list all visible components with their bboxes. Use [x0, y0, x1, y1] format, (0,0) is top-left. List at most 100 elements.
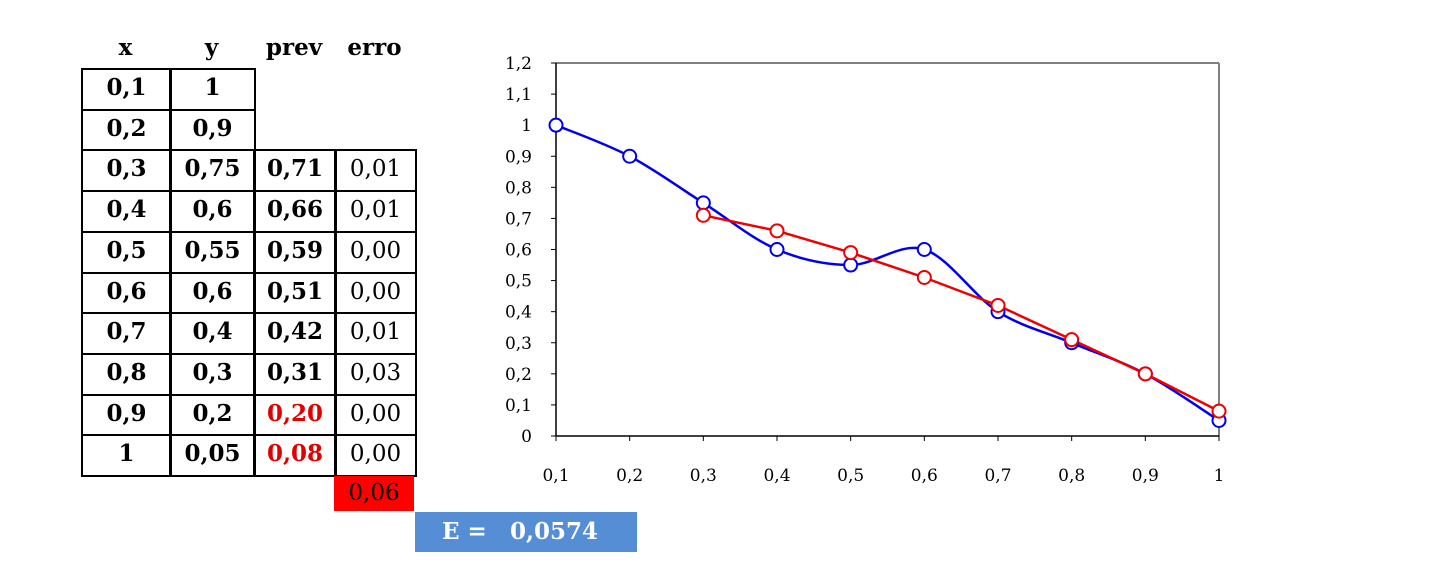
cell-prev: 0,42 — [253, 312, 337, 355]
cell-prev: 0,66 — [253, 190, 337, 233]
cell-prev: 0,51 — [253, 272, 337, 314]
y-tick-label: 0,8 — [505, 178, 532, 198]
series-0-point — [843, 257, 859, 273]
x-tick-label: 0,2 — [616, 466, 643, 486]
series-1-point — [843, 245, 859, 261]
series-1-point — [769, 223, 785, 239]
y-tick-label: 0,1 — [505, 396, 532, 416]
cell-prev-value: 0,42 — [266, 318, 324, 345]
cell-erro-value: 0,00 — [349, 238, 402, 264]
y-tick-label: 1,2 — [505, 54, 532, 74]
cell-prev-value: 0,31 — [266, 359, 324, 386]
series-0-line — [555, 124, 1220, 422]
cell-erro-value: 0,03 — [349, 360, 402, 386]
cell-x: 0,8 — [81, 353, 172, 396]
series-1-point — [1064, 332, 1080, 348]
cell-prev-value: 0,20 — [266, 400, 324, 427]
cell-prev: 0,20 — [253, 394, 337, 436]
result-label: E = — [442, 518, 487, 545]
series-1-point — [916, 269, 932, 285]
series-0-point — [695, 195, 711, 211]
cell-y: 0,3 — [169, 353, 256, 396]
cell-prev-value: 0,59 — [266, 237, 324, 264]
cell-x-value: 1 — [118, 440, 135, 467]
cell-erro-value: 0,01 — [349, 319, 402, 345]
cell-y: 0,4 — [169, 312, 256, 355]
x-tick-label: 0,9 — [1132, 466, 1159, 486]
series-1-point — [1211, 403, 1227, 419]
cell-y: 0,05 — [169, 434, 256, 477]
series-0-point — [548, 117, 564, 133]
cell-x: 0,4 — [81, 190, 172, 233]
column-header-y: y — [204, 34, 219, 61]
y-tick-label: 0,9 — [505, 147, 532, 167]
x-tick-label: 0,6 — [911, 466, 938, 486]
y-tick-label: 0,2 — [505, 365, 532, 385]
cell-x: 0,5 — [81, 231, 172, 274]
cell-y: 0,6 — [169, 190, 256, 233]
cell-y: 0,9 — [169, 109, 256, 151]
cell-erro: 0,00 — [334, 272, 417, 314]
cell-erro: 0,03 — [334, 353, 417, 396]
cell-x: 0,9 — [81, 394, 172, 436]
cell-erro: 0,00 — [334, 394, 417, 436]
cell-x-value: 0,1 — [106, 74, 147, 101]
series-1-point — [695, 207, 711, 223]
cell-x-value: 0,6 — [106, 278, 147, 305]
cell-x: 0,6 — [81, 272, 172, 314]
cell-prev-value: 0,71 — [266, 155, 324, 182]
cell-x-value: 0,9 — [106, 400, 147, 427]
cell-erro-value: 0,01 — [349, 156, 402, 182]
y-tick-label: 1 — [521, 116, 532, 136]
column-header-prev: prev — [265, 34, 323, 61]
result-value: 0,0574 — [510, 518, 599, 545]
column-header-x: x — [118, 34, 133, 61]
cell-y: 0,6 — [169, 272, 256, 314]
cell-y-value: 0,55 — [184, 237, 241, 264]
cell-y: 1 — [169, 68, 256, 111]
result-box: E = 0,0574 — [415, 512, 637, 552]
cell-y-value: 0,6 — [192, 196, 233, 223]
cell-x: 0,7 — [81, 312, 172, 355]
cell-x-value: 0,4 — [106, 196, 147, 223]
y-tick-label: 0,3 — [505, 334, 532, 354]
cell-x: 0,3 — [81, 149, 172, 192]
cell-x-value: 0,3 — [106, 155, 147, 182]
cell-prev: 0,08 — [253, 434, 337, 477]
cell-x-value: 0,2 — [106, 115, 147, 142]
x-tick-label: 0,8 — [1058, 466, 1085, 486]
cell-x-value: 0,5 — [106, 237, 147, 264]
y-tick-label: 0,4 — [505, 303, 532, 323]
cell-prev: 0,31 — [253, 353, 337, 396]
y-tick-label: 0,6 — [505, 241, 532, 261]
y-tick-label: 0,7 — [505, 209, 532, 229]
line-chart: 0 0,1 0,2 0,3 0,4 0,5 0,6 0,7 0,8 0,9 1 1,1 1,2 0,1 0… — [505, 54, 1227, 486]
cell-prev-value: 0,08 — [266, 440, 324, 467]
y-tick-label: 0 — [521, 427, 532, 447]
cell-prev: 0,71 — [253, 149, 337, 192]
cell-x-value: 0,8 — [106, 359, 147, 386]
series-1-line — [703, 214, 1220, 413]
error-sum-cell: 0,06 — [334, 476, 414, 511]
x-tick-label: 0,5 — [837, 466, 864, 486]
cell-y-value: 0,2 — [192, 400, 233, 427]
cell-y-value: 1 — [204, 74, 221, 101]
cell-prev: 0,59 — [253, 231, 337, 274]
cell-y: 0,55 — [169, 231, 256, 274]
cell-erro-value: 0,00 — [349, 279, 402, 305]
cell-erro: 0,00 — [334, 434, 417, 477]
x-tick-label: 0,7 — [984, 466, 1011, 486]
cell-y-value: 0,05 — [184, 440, 241, 467]
cell-y-value: 0,4 — [192, 318, 233, 345]
cell-y: 0,75 — [169, 149, 256, 192]
cell-x: 0,2 — [81, 109, 172, 151]
x-tick-label: 0,3 — [690, 466, 717, 486]
series-1-point — [1137, 366, 1153, 382]
series-0-point — [769, 242, 785, 257]
cell-erro-value: 0,00 — [349, 441, 402, 467]
cell-prev-value: 0,51 — [266, 278, 324, 305]
cell-erro: 0,01 — [334, 190, 417, 233]
cell-y-value: 0,9 — [192, 115, 233, 142]
cell-erro: 0,01 — [334, 312, 417, 355]
cell-erro: 0,00 — [334, 231, 417, 274]
